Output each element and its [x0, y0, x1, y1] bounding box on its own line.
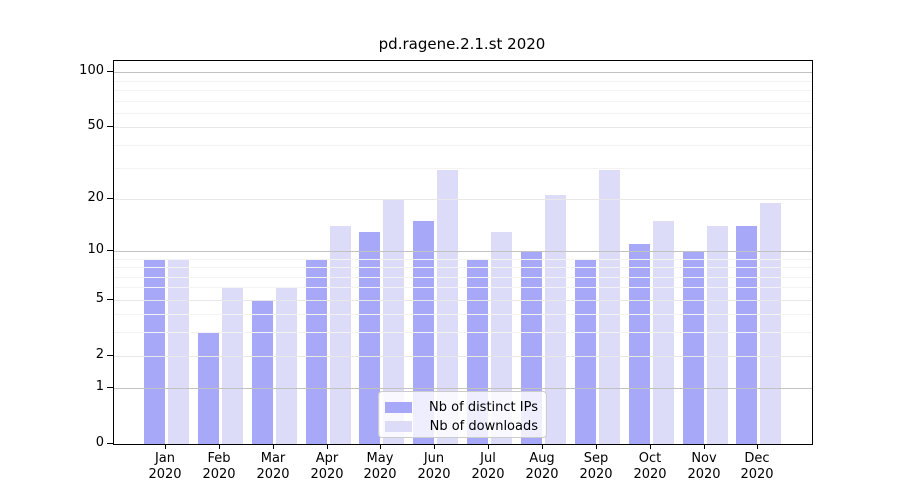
gridline-y-7: [114, 277, 812, 278]
y-tick-label-0: 0: [95, 435, 104, 450]
y-tick-mark: [107, 71, 113, 72]
bar-distinct-ips-mar: [252, 300, 273, 444]
x-tick-label-oct: Oct 2020: [633, 451, 667, 482]
x-tick-mark: [704, 444, 705, 449]
y-tick-label-10: 10: [87, 242, 104, 257]
x-tick-label-mar: Mar 2020: [256, 451, 290, 482]
y-tick-label-100: 100: [79, 63, 104, 78]
y-tick-mark: [107, 250, 113, 251]
gridline-y-90: [114, 81, 812, 82]
bar-downloads-nov: [707, 226, 728, 444]
legend: Nb of distinct IPs Nb of downloads: [378, 391, 547, 438]
x-tick-label-nov: Nov 2020: [687, 451, 721, 482]
bar-distinct-ips-may: [359, 232, 380, 444]
legend-swatch-downloads: [385, 421, 412, 432]
y-tick-label-2: 2: [95, 347, 104, 362]
x-tick-label-feb: Feb 2020: [202, 451, 236, 482]
bar-downloads-feb: [222, 287, 243, 444]
gridline-y-30: [114, 168, 812, 169]
y-tick-mark: [107, 387, 113, 388]
bar-downloads-jun: [437, 170, 458, 444]
y-tick-mark: [107, 126, 113, 127]
chart-title: pd.ragene.2.1.st 2020: [378, 35, 546, 53]
bar-distinct-ips-apr: [306, 259, 327, 444]
y-tick-mark: [107, 443, 113, 444]
x-tick-label-dec: Dec 2020: [740, 451, 774, 482]
x-tick-mark: [327, 444, 328, 449]
legend-label-distinct-ips: Nb of distinct IPs: [429, 399, 538, 415]
bar-downloads-jan: [168, 259, 189, 444]
x-tick-mark: [650, 444, 651, 449]
x-tick-label-may: May 2020: [363, 451, 397, 482]
legend-item-downloads: Nb of downloads: [385, 418, 538, 435]
gridline-y-40: [114, 145, 812, 146]
x-tick-mark: [488, 444, 489, 449]
x-tick-mark: [542, 444, 543, 449]
bar-distinct-ips-dec: [736, 226, 757, 444]
bar-downloads-sep: [599, 170, 620, 444]
y-tick-label-50: 50: [87, 118, 104, 133]
x-tick-label-jun: Jun 2020: [417, 451, 451, 482]
x-tick-mark: [434, 444, 435, 449]
bar-downloads-dec: [760, 203, 781, 444]
x-tick-label-jan: Jan 2020: [148, 451, 182, 482]
plot-area: Nb of distinct IPs Nb of downloads: [113, 60, 813, 445]
y-tick-label-5: 5: [95, 291, 104, 306]
x-tick-mark: [165, 444, 166, 449]
y-tick-mark: [107, 299, 113, 300]
x-tick-mark: [757, 444, 758, 449]
gridline-y-80: [114, 90, 812, 91]
x-tick-mark: [219, 444, 220, 449]
gridline-y-70: [114, 101, 812, 102]
gridline-y-8: [114, 267, 812, 268]
gridline-y-5: [114, 300, 812, 301]
gridline-y-60: [114, 113, 812, 114]
bar-distinct-ips-nov: [683, 251, 704, 444]
gridline-y-2: [114, 356, 812, 357]
bar-distinct-ips-sep: [575, 259, 596, 444]
bar-distinct-ips-jan: [144, 259, 165, 444]
bar-downloads-mar: [276, 287, 297, 444]
legend-swatch-distinct-ips: [385, 402, 412, 413]
gridline-y-9: [114, 259, 812, 260]
y-tick-mark: [107, 198, 113, 199]
gridline-y-50: [114, 127, 812, 128]
gridline-y-10: [114, 251, 812, 252]
legend-label-downloads: Nb of downloads: [429, 418, 538, 434]
gridline-y-100: [114, 72, 812, 73]
y-tick-label-1: 1: [95, 379, 104, 394]
gridline-y-3: [114, 332, 812, 333]
x-tick-mark: [380, 444, 381, 449]
bar-downloads-apr: [330, 226, 351, 444]
gridline-y-6: [114, 287, 812, 288]
x-tick-label-sep: Sep 2020: [579, 451, 613, 482]
bar-downloads-may: [383, 199, 404, 444]
x-tick-mark: [273, 444, 274, 449]
gridline-y-4: [114, 314, 812, 315]
x-tick-mark: [596, 444, 597, 449]
gridline-y-1: [114, 388, 812, 389]
legend-item-distinct-ips: Nb of distinct IPs: [385, 399, 538, 416]
bar-distinct-ips-oct: [629, 244, 650, 444]
y-tick-mark: [107, 355, 113, 356]
gridline-y-20: [114, 199, 812, 200]
x-tick-label-apr: Apr 2020: [310, 451, 344, 482]
bar-downloads-aug: [545, 195, 566, 444]
y-tick-label-20: 20: [87, 190, 104, 205]
x-tick-label-jul: Jul 2020: [471, 451, 505, 482]
x-tick-label-aug: Aug 2020: [525, 451, 559, 482]
